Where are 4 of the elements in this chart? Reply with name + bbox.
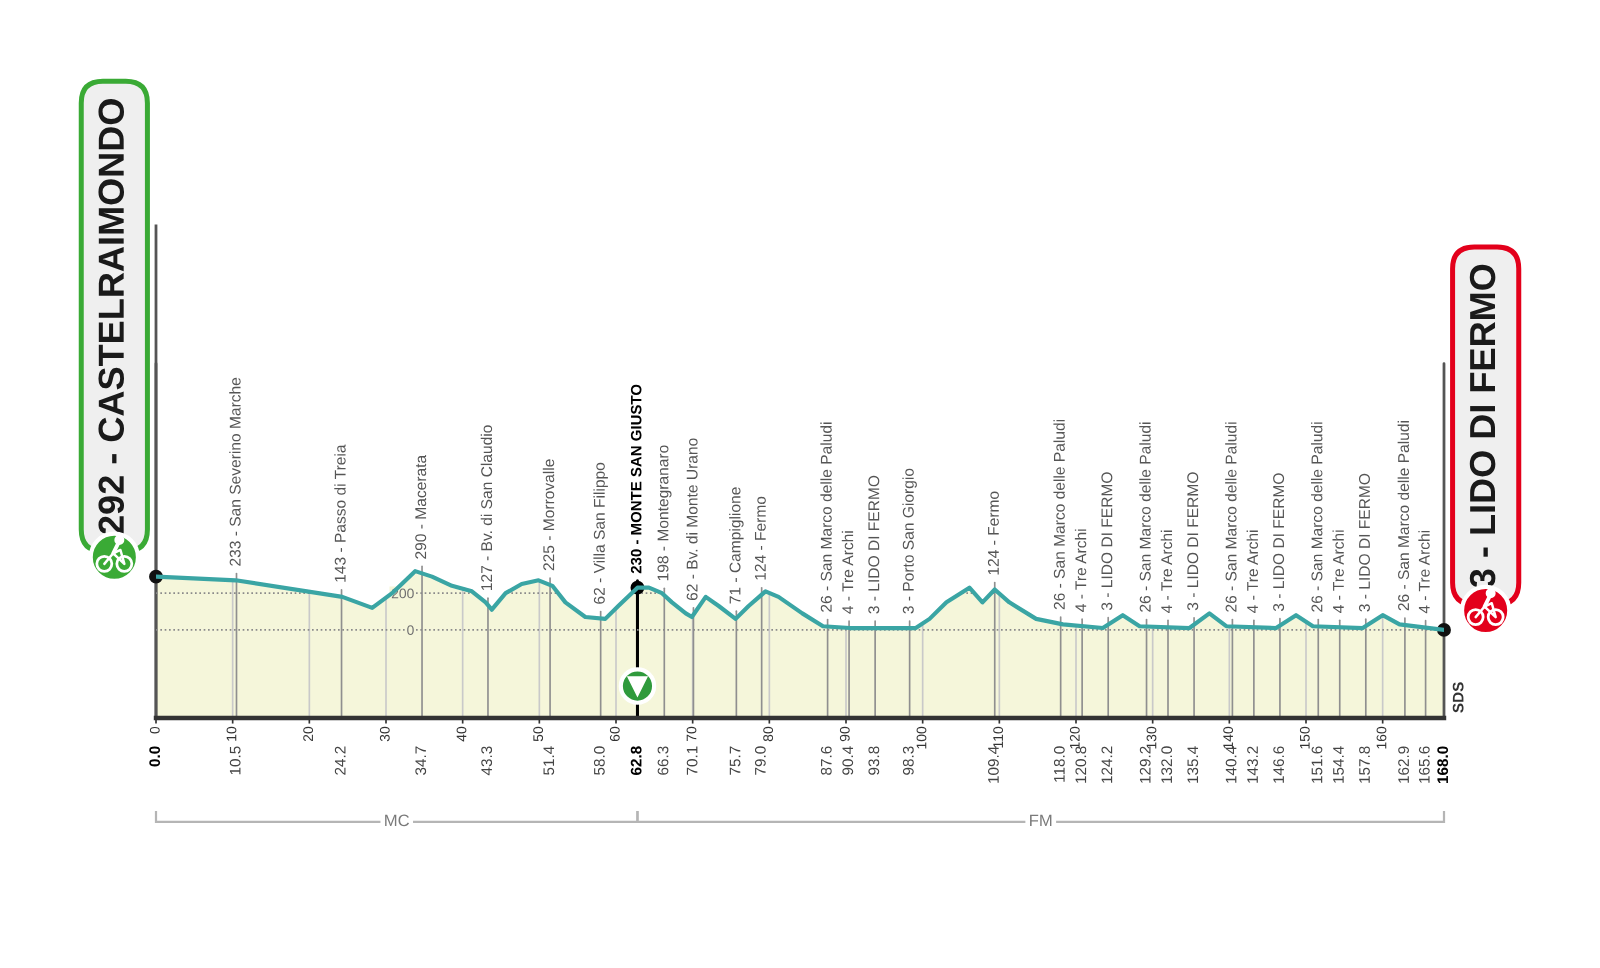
ref-line-label: 3 - LIDO DI FERMO [1469, 264, 1496, 588]
text: MC [385, 814, 410, 827]
ref-line-label: 292 - CASTELRAIMONDO [98, 99, 125, 534]
text: FM [1030, 814, 1052, 827]
